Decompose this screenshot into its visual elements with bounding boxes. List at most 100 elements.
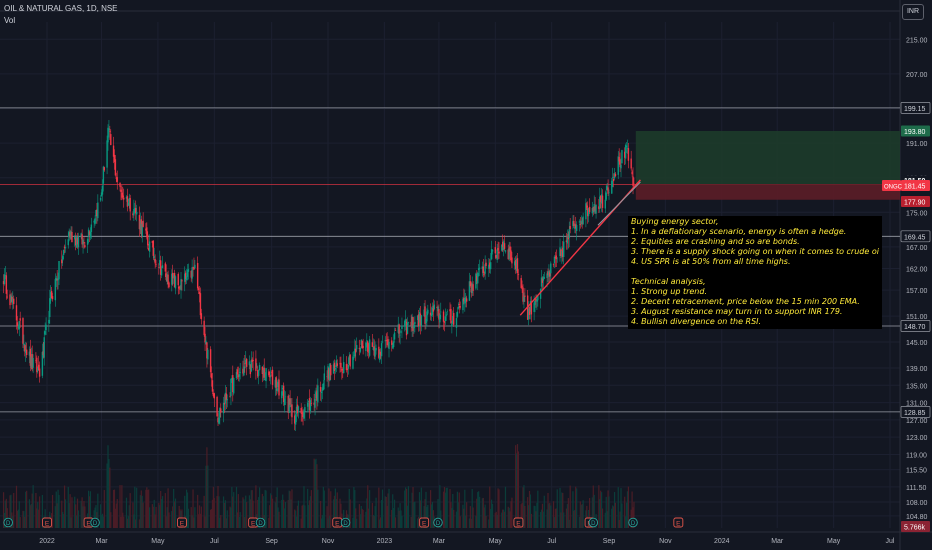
volume-bar-143: [186, 492, 189, 528]
volume-bar-213: [277, 507, 279, 528]
volume-bar-104: [136, 487, 138, 528]
candle-body-253: [329, 363, 331, 381]
volume-bar-173: [225, 518, 227, 528]
candle-body-81: [107, 127, 109, 143]
currency-badge[interactable]: INR: [902, 4, 924, 20]
candle-body-182: [237, 375, 240, 378]
dividend-marker-glyph-6: D: [631, 521, 636, 527]
candle-body-54: [71, 231, 73, 243]
candle-body-53: [70, 231, 72, 239]
volume-bar-478: [620, 488, 622, 528]
volume-bar-382: [496, 514, 498, 528]
volume-bar-17: [24, 516, 26, 528]
volume-bar-207: [270, 493, 272, 528]
candle-body-355: [462, 298, 464, 311]
volume-bar-234: [304, 505, 306, 528]
volume-bar-52: [69, 494, 71, 528]
candle-body-120: [158, 267, 160, 268]
volume-bar-354: [459, 516, 461, 528]
candle-body-309: [401, 325, 403, 329]
volume-bar-94: [123, 516, 125, 528]
volume-bar-122: [160, 491, 162, 528]
volume-bar-293: [381, 499, 383, 528]
volume-bar-374: [485, 516, 487, 528]
candle-body-114: [148, 241, 151, 252]
volume-bar-312: [405, 488, 408, 528]
candle-body-238: [309, 400, 312, 411]
volume-bar-327: [425, 491, 427, 528]
volume-bar-269: [349, 499, 351, 528]
candle-body-408: [529, 300, 532, 312]
candle-body-358: [465, 297, 467, 301]
volume-bar-6: [10, 494, 12, 528]
candle-body-152: [198, 291, 201, 295]
candle-body-133: [173, 273, 176, 288]
candle-body-229: [297, 406, 300, 411]
volume-bar-466: [605, 496, 607, 528]
volume-bar-242: [315, 458, 317, 528]
volume-bar-387: [503, 509, 505, 528]
candle-body-458: [594, 206, 596, 211]
candle-body-432: [561, 250, 563, 258]
candle-body-75: [99, 197, 102, 201]
volume-bar-249: [323, 490, 325, 528]
volume-bar-102: [134, 486, 136, 528]
y-tick-label-15: 123.00: [906, 435, 928, 442]
candle-body-340: [442, 311, 445, 322]
note-line-5: [631, 267, 879, 277]
candle-body-267: [347, 364, 350, 369]
volume-bar-425: [552, 501, 555, 528]
candle-body-78: [102, 166, 105, 184]
candle-body-287: [373, 346, 375, 356]
volume-bar-389: [504, 486, 507, 528]
target-price-tag-bg: [901, 125, 930, 137]
volume-bar-28: [38, 509, 40, 528]
volume-bar-56: [75, 504, 77, 528]
note-line-3: 3. There is a supply shock going on when…: [631, 247, 879, 256]
candle-body-413: [536, 299, 538, 302]
volume-bar-14: [19, 517, 21, 528]
volume-bar-57: [75, 515, 78, 528]
candle-body-401: [521, 285, 523, 288]
volume-bar-41: [55, 491, 57, 528]
volume-bar-48: [63, 485, 66, 528]
candle-body-317: [412, 317, 414, 331]
candle-body-395: [514, 261, 516, 266]
y-tick-label-11: 139.00: [906, 366, 928, 373]
candle-body-189: [245, 358, 248, 367]
volume-bar-44: [58, 494, 60, 528]
volume-bar-356: [463, 508, 465, 528]
dividend-marker-glyph-4: D: [436, 521, 441, 527]
volume-bar-131: [172, 506, 174, 528]
volume-bar-12: [17, 509, 19, 528]
volume-bar-115: [151, 504, 153, 528]
candle-body-96: [126, 196, 129, 207]
candle-body-159: [207, 349, 209, 360]
volume-bar-288: [374, 506, 376, 528]
candle-body-327: [425, 319, 427, 324]
candle-body-242: [315, 392, 317, 399]
symbol-tag: ONGC: [884, 184, 903, 190]
volume-bar-165: [216, 496, 218, 528]
volume-bar-192: [250, 490, 252, 528]
candle-body-422: [548, 270, 550, 277]
volume-bar-51: [68, 503, 70, 528]
candle-body-259: [336, 363, 338, 366]
dividend-marker-glyph-0: D: [6, 521, 11, 527]
volume-bar-244: [317, 489, 319, 528]
volume-bar-148: [193, 517, 195, 528]
level-tag-bg-1: [900, 230, 931, 243]
candle-body-348: [452, 315, 454, 324]
volume-bar-42: [56, 503, 58, 528]
candle-body-160: [209, 349, 212, 373]
volume-bar-360: [468, 518, 471, 528]
candle-body-225: [294, 415, 296, 424]
candle-body-437: [567, 234, 570, 240]
volume-bar-447: [580, 504, 582, 528]
x-tick-label-5: Nov: [322, 538, 335, 545]
volume-bar-98: [128, 505, 130, 528]
candle-body-385: [501, 244, 503, 251]
volume-bar-477: [619, 511, 621, 528]
candle-body-113: [147, 248, 150, 251]
candle-body-38: [50, 290, 53, 299]
